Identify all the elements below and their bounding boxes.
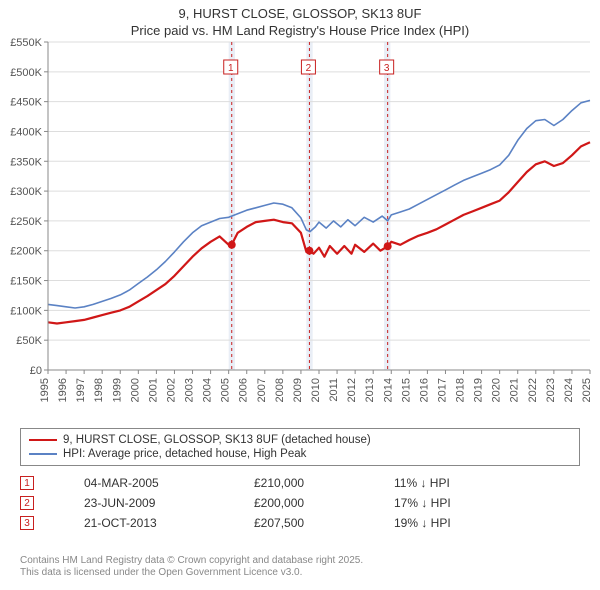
svg-text:2001: 2001 xyxy=(147,378,159,402)
event-hpi-delta: 11% ↓ HPI xyxy=(394,476,504,490)
svg-text:2003: 2003 xyxy=(184,378,196,402)
footer-line: Contains HM Land Registry data © Crown c… xyxy=(20,555,580,567)
legend-swatch xyxy=(29,439,57,441)
svg-text:2015: 2015 xyxy=(400,378,412,402)
svg-text:2002: 2002 xyxy=(165,378,177,402)
svg-text:1995: 1995 xyxy=(39,378,51,402)
event-price: £207,500 xyxy=(254,516,344,530)
svg-text:2008: 2008 xyxy=(274,378,286,402)
event-hpi-delta: 17% ↓ HPI xyxy=(394,496,504,510)
svg-text:2014: 2014 xyxy=(382,378,394,402)
svg-text:2004: 2004 xyxy=(202,378,214,402)
title-block: 9, HURST CLOSE, GLOSSOP, SK13 8UF Price … xyxy=(0,0,600,40)
svg-text:£50K: £50K xyxy=(16,335,42,347)
svg-text:2011: 2011 xyxy=(328,378,340,402)
svg-text:£0: £0 xyxy=(30,365,42,377)
svg-text:2025: 2025 xyxy=(581,378,593,402)
svg-text:2023: 2023 xyxy=(545,378,557,402)
svg-text:£450K: £450K xyxy=(10,97,42,109)
event-date: 21-OCT-2013 xyxy=(84,516,204,530)
svg-text:2000: 2000 xyxy=(129,378,141,402)
event-marker: 2 xyxy=(20,496,34,510)
event-date: 23-JUN-2009 xyxy=(84,496,204,510)
svg-text:£400K: £400K xyxy=(10,126,42,138)
svg-text:2010: 2010 xyxy=(310,378,322,402)
svg-text:2020: 2020 xyxy=(491,378,503,402)
svg-text:£150K: £150K xyxy=(10,276,42,288)
legend-row: HPI: Average price, detached house, High… xyxy=(29,447,571,461)
svg-text:2021: 2021 xyxy=(509,378,521,402)
svg-text:£350K: £350K xyxy=(10,156,42,168)
event-date: 04-MAR-2005 xyxy=(84,476,204,490)
event-row: 2 23-JUN-2009 £200,000 17% ↓ HPI xyxy=(20,493,580,513)
svg-text:2009: 2009 xyxy=(292,378,304,402)
address-title: 9, HURST CLOSE, GLOSSOP, SK13 8UF xyxy=(0,6,600,23)
svg-text:2013: 2013 xyxy=(364,378,376,402)
chart-svg: £0 £50K £100K £150K £200K £250K £300K £350K £400… xyxy=(0,38,600,418)
svg-text:£100K: £100K xyxy=(10,305,42,317)
svg-text:3: 3 xyxy=(384,63,390,74)
event-marker: 1 xyxy=(20,476,34,490)
svg-text:2012: 2012 xyxy=(346,378,358,402)
svg-text:£500K: £500K xyxy=(10,67,42,79)
legend-label: 9, HURST CLOSE, GLOSSOP, SK13 8UF (detac… xyxy=(63,434,371,446)
svg-text:2019: 2019 xyxy=(473,378,485,402)
event-row: 3 21-OCT-2013 £207,500 19% ↓ HPI xyxy=(20,513,580,533)
legend-label: HPI: Average price, detached house, High… xyxy=(63,448,306,460)
svg-text:1998: 1998 xyxy=(93,378,105,402)
event-price: £200,000 xyxy=(254,496,344,510)
footer-line: This data is licensed under the Open Gov… xyxy=(20,567,580,579)
svg-text:2018: 2018 xyxy=(455,378,467,402)
svg-text:2: 2 xyxy=(306,63,312,74)
legend-swatch xyxy=(29,453,57,455)
event-price: £210,000 xyxy=(254,476,344,490)
line-chart: £0 £50K £100K £150K £200K £250K £300K £350K £400… xyxy=(0,38,600,418)
svg-text:1: 1 xyxy=(228,63,234,74)
svg-text:2005: 2005 xyxy=(220,378,232,402)
svg-text:2017: 2017 xyxy=(436,378,448,402)
svg-text:2006: 2006 xyxy=(238,378,250,402)
svg-text:2022: 2022 xyxy=(527,378,539,402)
svg-text:£250K: £250K xyxy=(10,216,42,228)
legend: 9, HURST CLOSE, GLOSSOP, SK13 8UF (detac… xyxy=(20,428,580,466)
svg-text:£200K: £200K xyxy=(10,246,42,258)
svg-text:2016: 2016 xyxy=(418,378,430,402)
event-marker: 3 xyxy=(20,516,34,530)
svg-text:£550K: £550K xyxy=(10,38,42,49)
attribution-footer: Contains HM Land Registry data © Crown c… xyxy=(20,555,580,579)
chart-container: 9, HURST CLOSE, GLOSSOP, SK13 8UF Price … xyxy=(0,0,600,590)
event-hpi-delta: 19% ↓ HPI xyxy=(394,516,504,530)
svg-text:2007: 2007 xyxy=(256,378,268,402)
svg-text:1996: 1996 xyxy=(57,378,69,402)
events-table: 1 04-MAR-2005 £210,000 11% ↓ HPI 2 23-JU… xyxy=(20,473,580,533)
svg-text:£300K: £300K xyxy=(10,186,42,198)
svg-text:1999: 1999 xyxy=(111,378,123,402)
svg-text:1997: 1997 xyxy=(75,378,87,402)
legend-row: 9, HURST CLOSE, GLOSSOP, SK13 8UF (detac… xyxy=(29,433,571,447)
svg-text:2024: 2024 xyxy=(563,378,575,402)
event-row: 1 04-MAR-2005 £210,000 11% ↓ HPI xyxy=(20,473,580,493)
